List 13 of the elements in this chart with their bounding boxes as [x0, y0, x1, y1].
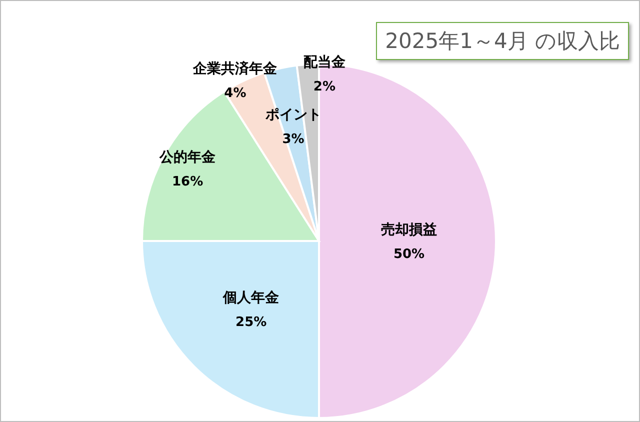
data-label: 3% [282, 132, 304, 147]
data-label: 16% [172, 174, 204, 190]
slice-label: 売却損益 [381, 222, 437, 238]
data-label: 50% [393, 247, 425, 262]
data-label: 4% [224, 86, 246, 101]
slice-label: 配当金 [303, 54, 346, 70]
slice-label: 個人年金 [222, 290, 280, 306]
slice-label: ポイント [264, 106, 322, 123]
data-label: 25% [236, 314, 267, 330]
slice-label: 公的年金 [158, 150, 217, 166]
slice-label: 企業共済年金 [192, 60, 278, 77]
data-label: 2% [313, 79, 336, 94]
chart-title: 2025年1～4月 の収入比 [376, 22, 629, 60]
